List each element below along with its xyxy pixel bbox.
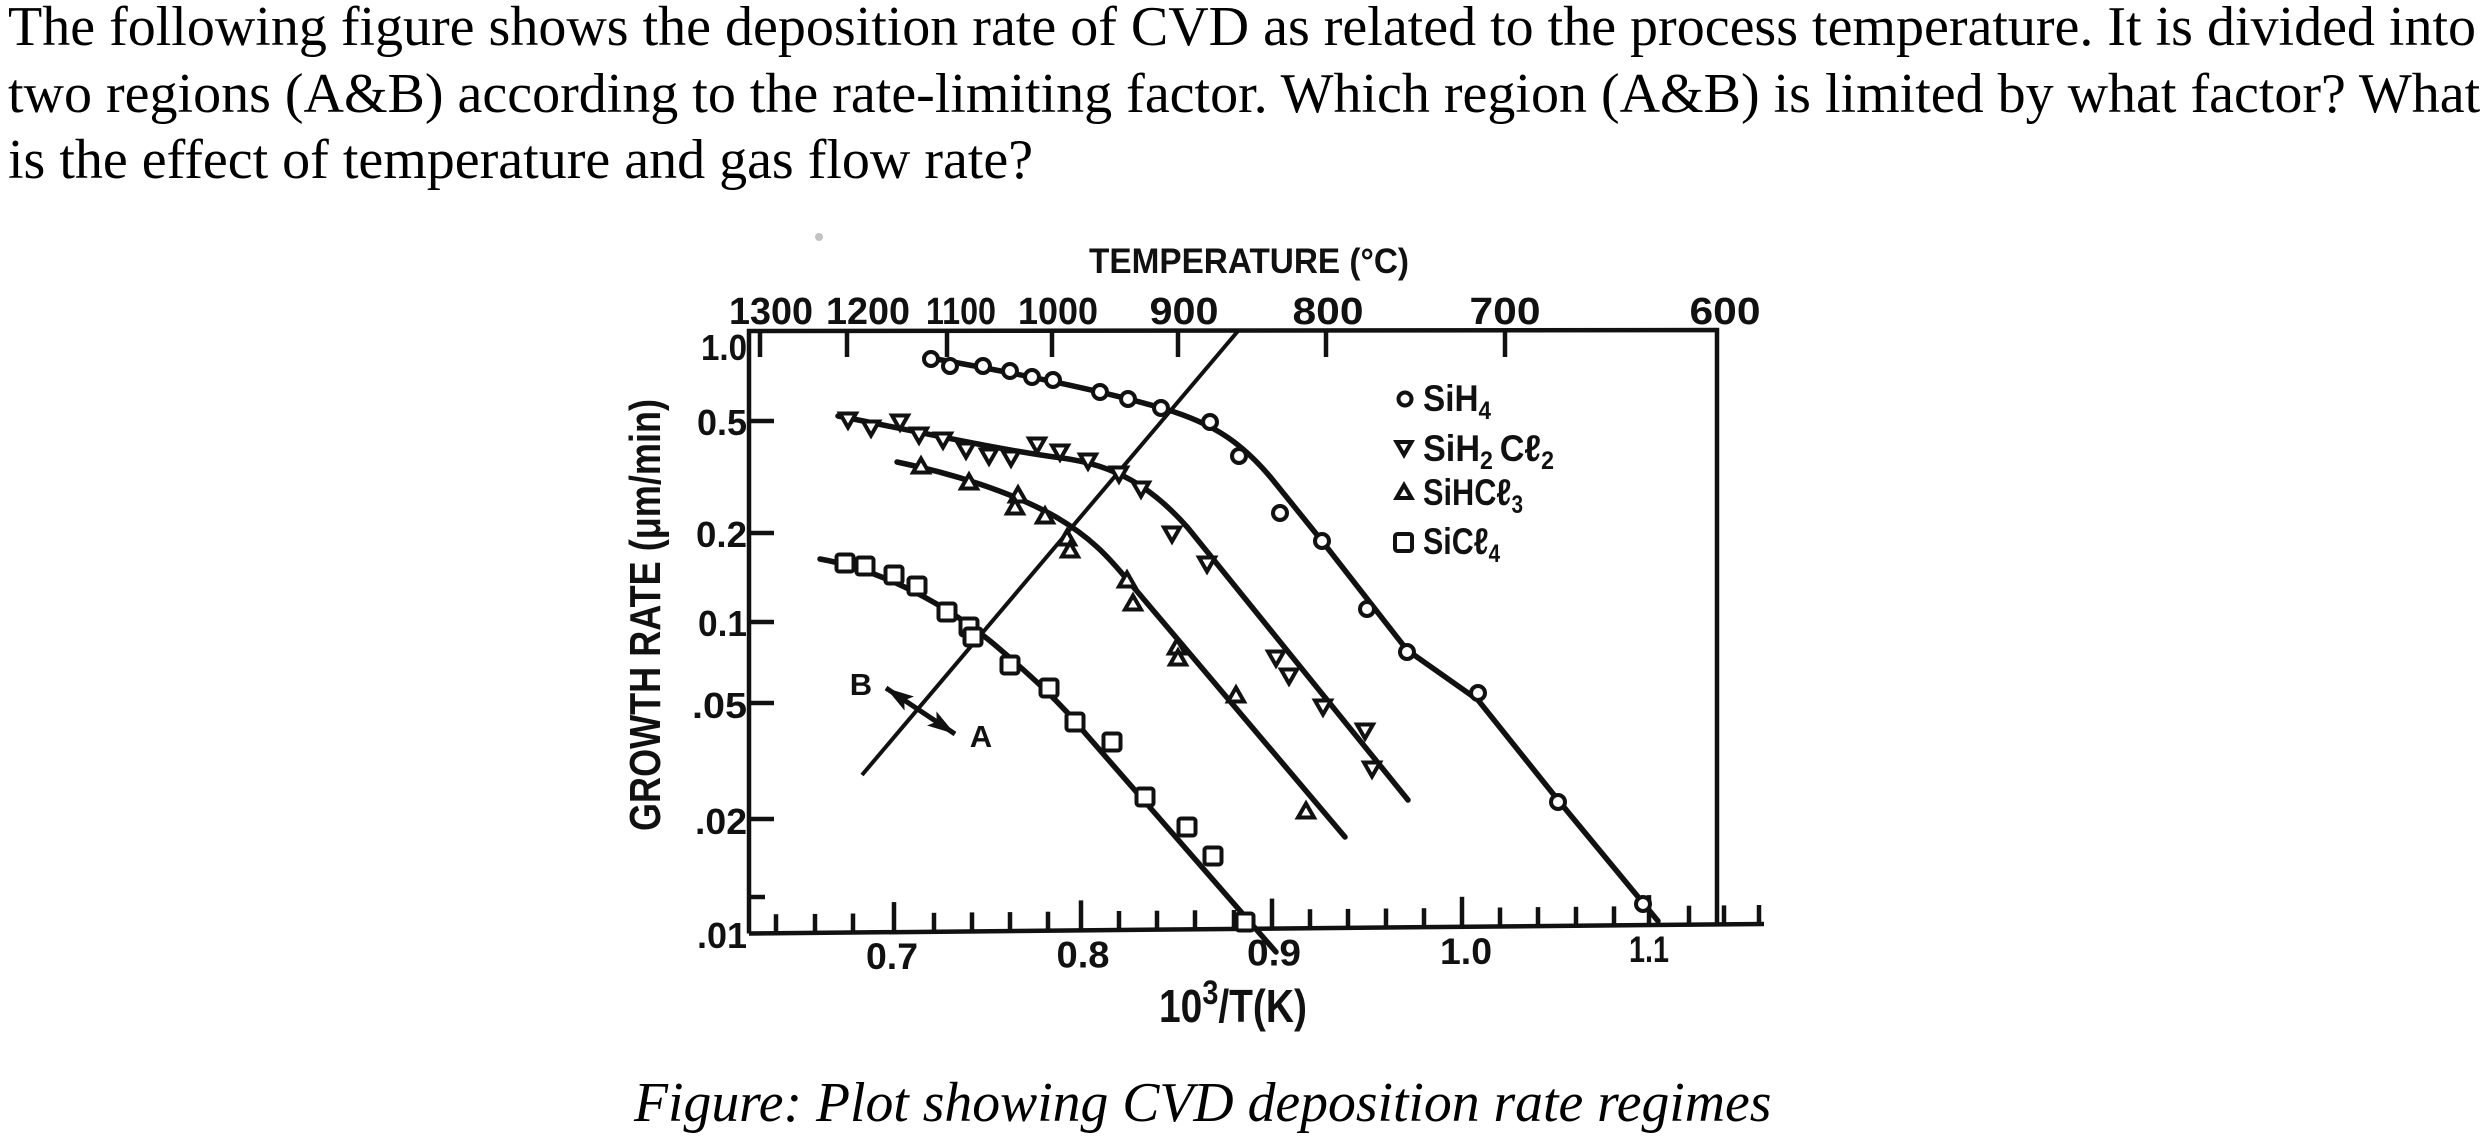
svg-text:0.8: 0.8 — [1057, 934, 1110, 975]
svg-text:SiCℓ4: SiCℓ4 — [1423, 521, 1500, 568]
svg-text:SiH2 Cℓ2: SiH2 Cℓ2 — [1423, 428, 1554, 475]
svg-text:GROWTH RATE (μm/min): GROWTH RATE (μm/min) — [621, 399, 670, 831]
svg-text:A: A — [970, 719, 992, 754]
svg-text:1.0: 1.0 — [1440, 931, 1492, 972]
svg-text:SiHCℓ3: SiHCℓ3 — [1423, 472, 1523, 519]
svg-text:1200: 1200 — [826, 291, 910, 333]
svg-text:.02: .02 — [695, 801, 747, 842]
svg-text:SiH4: SiH4 — [1423, 378, 1491, 425]
svg-text:0.5: 0.5 — [697, 402, 747, 443]
svg-text:103/T(K): 103/T(K) — [1159, 974, 1307, 1032]
svg-text:.01: .01 — [697, 915, 747, 956]
svg-text:1.0: 1.0 — [701, 327, 747, 368]
svg-text:600: 600 — [1690, 291, 1761, 333]
svg-text:0.1: 0.1 — [698, 603, 747, 644]
svg-text:B: B — [850, 667, 872, 702]
svg-text:0.9: 0.9 — [1247, 933, 1301, 974]
svg-text:1300: 1300 — [729, 291, 813, 333]
svg-text:.05: .05 — [692, 685, 747, 726]
svg-text:700: 700 — [1470, 291, 1541, 333]
svg-text:0.2: 0.2 — [696, 514, 747, 555]
svg-text:TEMPERATURE (°C): TEMPERATURE (°C) — [1089, 242, 1409, 281]
svg-text:900: 900 — [1150, 291, 1219, 333]
svg-text:1000: 1000 — [1018, 291, 1098, 333]
svg-text:1100: 1100 — [926, 291, 996, 333]
svg-text:1.1: 1.1 — [1629, 929, 1669, 970]
svg-text:0.7: 0.7 — [866, 936, 918, 977]
svg-text:800: 800 — [1293, 291, 1364, 333]
